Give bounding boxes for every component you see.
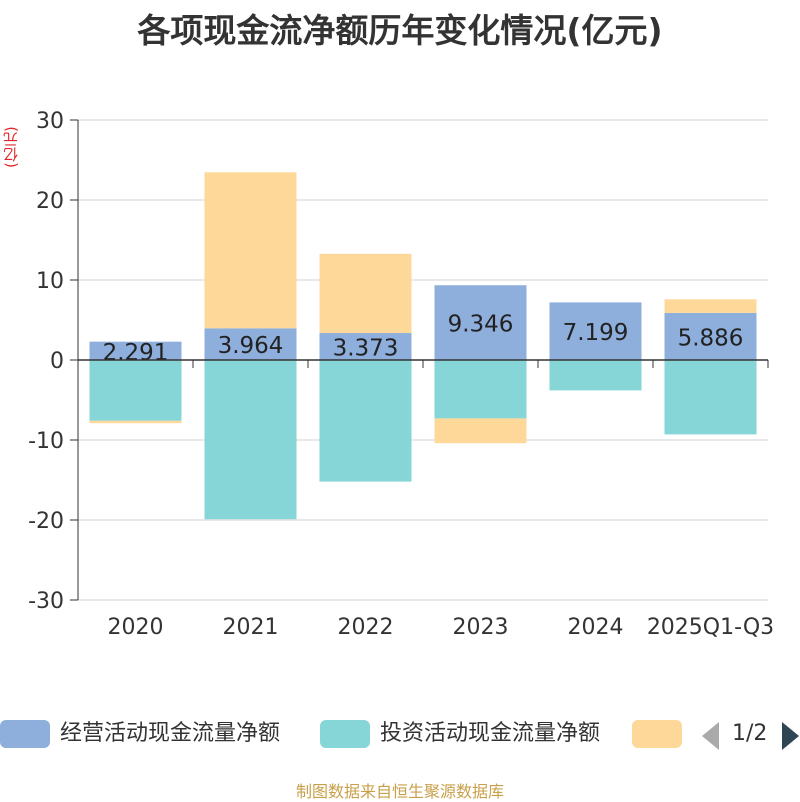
x-category-label: 2021 [223,615,279,640]
legend-swatch-investing[interactable] [320,720,370,748]
x-category-label: 2023 [453,615,509,640]
bar-investing [664,360,757,435]
bar-operating [204,328,297,360]
data-label: 3.964 [218,333,284,359]
data-label: 2.291 [103,340,169,366]
bar-operating [89,341,182,360]
legend-label-investing[interactable]: 投资活动现金流量净额 [380,721,601,746]
bar-chart: 30 20 10 0 -10 -20 -30 2.291 3.964 3.373 9.346 7.19… [28,109,774,640]
legend-swatch-operating[interactable] [0,720,50,748]
y-tick-label: 30 [36,109,64,134]
data-label: 3.373 [333,336,399,362]
bar-financing [664,299,757,313]
legend-swatch-financing[interactable] [632,720,682,748]
x-category-label: 2025Q1-Q3 [647,615,774,640]
bar-investing [434,360,527,419]
y-tick-label: 20 [36,189,64,214]
bar-operating [319,333,412,360]
legend: 经营活动现金流量净额 投资活动现金流量净额 [0,716,800,752]
bar-financing [204,172,297,329]
bar-financing [434,418,527,444]
legend-page-indicator: 1/2 [732,721,768,746]
x-category-label: 2022 [338,615,394,640]
bar-investing [319,360,412,482]
x-category-label: 2024 [568,615,624,640]
data-label: 5.886 [678,325,744,351]
bar-operating [434,285,527,360]
data-label: 7.199 [563,320,629,346]
y-tick-label: 0 [50,349,64,374]
legend-label-operating[interactable]: 经营活动现金流量净额 [60,721,281,746]
y-tick-label: -30 [28,589,64,614]
y-tick-label: -10 [28,429,64,454]
data-label: 9.346 [448,312,514,338]
legend-next-page-icon[interactable] [782,722,799,750]
legend-prev-page-icon[interactable] [702,722,719,750]
chart-title: 各项现金流净额历年变化情况(亿元) [137,11,663,50]
bar-financing [319,253,412,334]
bar-financing [89,420,182,424]
y-tick-label: 10 [36,269,64,294]
y-tick-label: -20 [28,509,64,534]
bar-investing [549,360,642,391]
bar-operating [664,312,757,360]
bar-operating [549,302,642,360]
data-source-note: 制图数据来自恒生聚源数据库 [295,782,504,801]
bar-investing [89,360,182,421]
x-category-label: 2020 [108,615,164,640]
bar-investing [204,360,297,520]
